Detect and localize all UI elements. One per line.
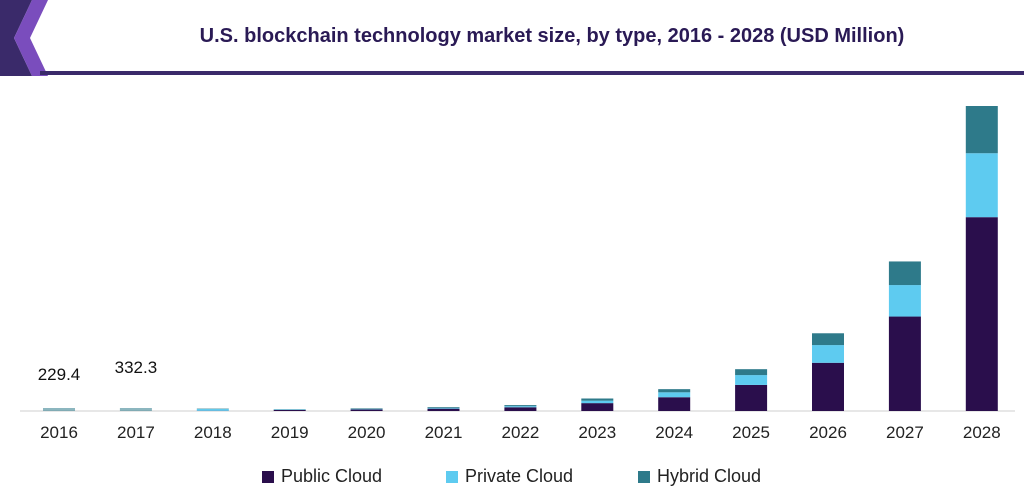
bar-segment-private-cloud-2026 (812, 345, 844, 363)
bar-segment-public-cloud-2025 (735, 384, 768, 411)
bar-segment-public-cloud-2020 (350, 409, 383, 411)
bar-segment-hybrid-cloud-2023 (581, 398, 614, 401)
legend-item-hybrid-cloud: Hybrid Cloud (638, 466, 761, 487)
bar-segment-hybrid-cloud-2021 (427, 407, 460, 408)
x-tick-label: 2022 (501, 423, 539, 442)
bar-segment-hybrid-cloud-2028 (965, 106, 998, 154)
legend-label: Private Cloud (465, 466, 574, 486)
x-tick-label: 2020 (348, 423, 386, 442)
x-tick-label: 2028 (963, 423, 1001, 442)
x-tick-label: 2019 (271, 423, 309, 442)
header-divider (40, 71, 1024, 75)
legend-swatch (262, 470, 274, 483)
bar-segment-private-cloud-2025 (735, 375, 768, 385)
chart-title: U.S. blockchain technology market size, … (199, 25, 905, 47)
bar-segment-public-cloud-2022 (504, 407, 537, 411)
x-tick-label: 2024 (655, 423, 693, 442)
x-tick-label: 2018 (194, 423, 232, 442)
bar-segment-hybrid-cloud-2024 (658, 389, 691, 393)
x-tick-label: 2021 (425, 423, 463, 442)
bar-segment-public-cloud-2028 (965, 217, 998, 411)
bar-segment-private-cloud-2024 (658, 392, 691, 398)
bar-segment-private-cloud-2028 (965, 153, 998, 218)
x-tick-label: 2027 (886, 423, 924, 442)
bar-segment-public-cloud-2019 (273, 409, 306, 411)
x-tick-label: 2023 (578, 423, 616, 442)
stacked-bar-chart: 2016 2017 2018 2019 2020 2021 2022 2023 2024 2025… (20, 106, 1015, 442)
legend-label: Public Cloud (281, 466, 383, 486)
x-tick-label: 2025 (732, 423, 770, 442)
legend-item-private-cloud: Private Cloud (446, 466, 573, 487)
bar-segment-private-cloud-2018 (196, 409, 229, 411)
x-tick-label: 2016 (40, 423, 78, 442)
legend-swatch (638, 470, 650, 483)
legend-label: Hybrid Cloud (657, 466, 762, 486)
bar-segment-hybrid-cloud-2022 (504, 405, 537, 407)
bar-segment-private-cloud-2021 (427, 407, 460, 409)
brand-logo-icon (0, 0, 48, 76)
bar-segment-hybrid-cloud-2025 (735, 369, 768, 376)
x-tick-label: 2017 (117, 423, 155, 442)
bar-segment-private-cloud-2022 (504, 406, 537, 408)
bar-segment-2017 (119, 408, 152, 411)
bar-segment-private-cloud-2027 (888, 285, 921, 317)
data-label-2017: 332.3 (115, 358, 158, 377)
bar-segment-public-cloud-2024 (658, 397, 691, 411)
chart-legend: Public Cloud Private Cloud Hybrid Cloud (0, 466, 1024, 494)
bar-segment-hybrid-cloud-2026 (812, 333, 844, 346)
bar-segment-hybrid-cloud-2020 (350, 408, 383, 410)
chart-header: U.S. blockchain technology market size, … (0, 0, 1024, 76)
legend-item-public-cloud: Public Cloud (262, 466, 382, 487)
legend-swatch (446, 470, 458, 483)
x-tick-label: 2026 (809, 423, 847, 442)
bar-segment-public-cloud-2027 (888, 316, 921, 411)
bar-segment-hybrid-cloud-2027 (888, 261, 921, 286)
data-label-2016: 229.4 (38, 365, 81, 384)
bar-segment-public-cloud-2026 (812, 362, 844, 411)
bar-segment-public-cloud-2021 (427, 408, 460, 411)
bar-segment-private-cloud-2023 (581, 400, 614, 404)
bar-segment-2016 (43, 408, 75, 411)
bar-segment-public-cloud-2023 (581, 403, 614, 411)
